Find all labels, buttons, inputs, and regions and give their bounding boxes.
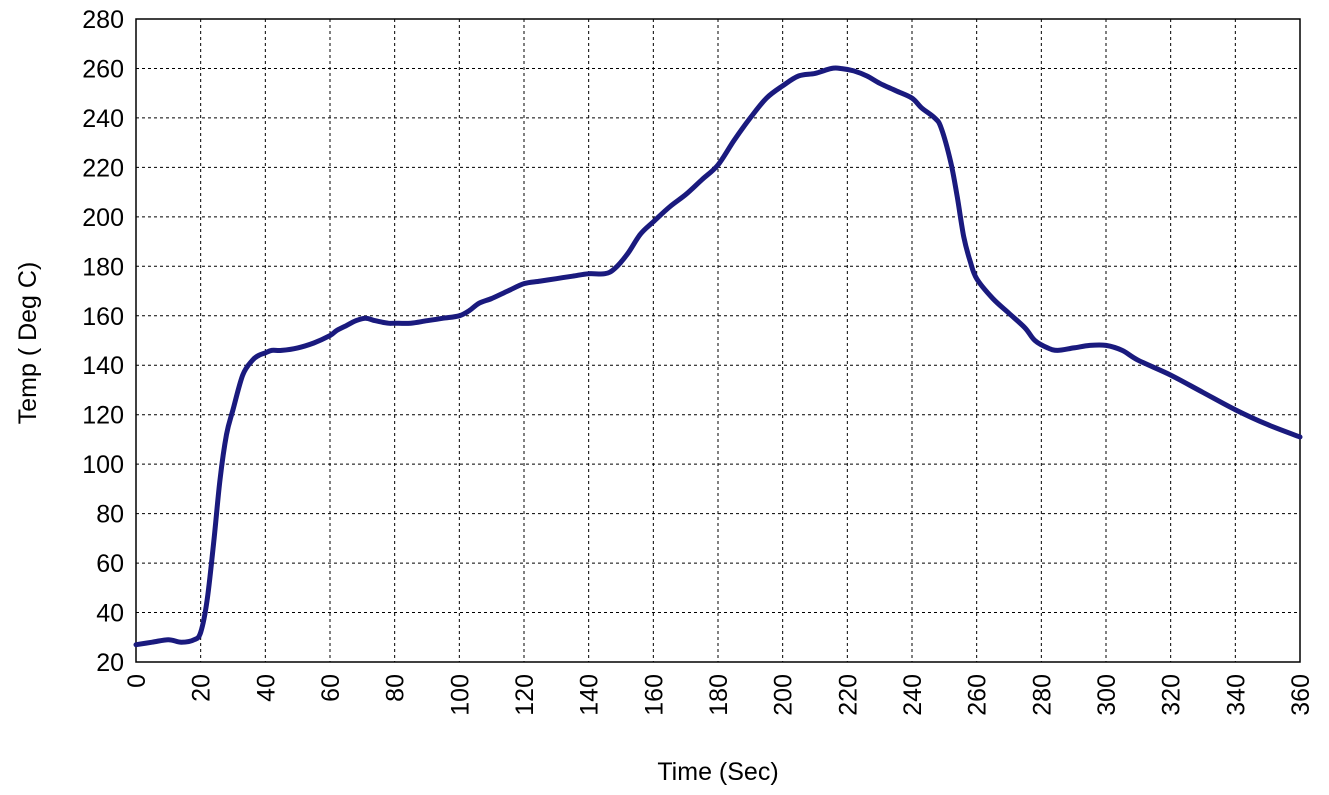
x-tick-label: 260: [964, 674, 992, 716]
x-tick-label: 280: [1028, 674, 1056, 716]
y-tick-label: 100: [82, 451, 124, 479]
x-tick-label: 300: [1093, 674, 1121, 716]
y-tick-label: 280: [82, 6, 124, 34]
x-tick-label: 60: [317, 674, 345, 702]
plot-frame: [135, 18, 1301, 663]
x-tick-label: 140: [576, 674, 604, 716]
y-tick-label: 180: [82, 253, 124, 281]
x-tick-label: 20: [188, 674, 216, 702]
y-tick-label: 80: [96, 501, 124, 529]
x-tick-label: 320: [1158, 674, 1186, 716]
grid-layer: [136, 19, 1300, 662]
x-tick-label: 0: [123, 674, 151, 688]
series-layer: [133, 65, 1303, 648]
x-tick-label: 200: [770, 674, 798, 716]
x-tick-label: 240: [899, 674, 927, 716]
x-tick-label: 340: [1222, 674, 1250, 716]
y-tick-label: 220: [82, 154, 124, 182]
y-tick-label: 20: [96, 649, 124, 677]
y-tick-label: 140: [82, 352, 124, 380]
plot-frame-layer: [135, 18, 1301, 663]
x-tick-label: 100: [446, 674, 474, 716]
x-tick-label: 160: [640, 674, 668, 716]
x-tick-label: 360: [1287, 674, 1315, 716]
x-tick-label: 40: [252, 674, 280, 702]
x-axis-label: Time (Sec): [657, 758, 778, 786]
x-tick-label: 120: [511, 674, 539, 716]
y-tick-label: 240: [82, 105, 124, 133]
x-tick-label: 180: [705, 674, 733, 716]
x-axis-ticks: 0 20 40 60 80 100 120 140 160 180 200 220 240 260 280 3…: [123, 674, 1315, 716]
y-axis-ticks: 20 40 60 80 100 120 140 160 180 200 220 240 260 280: [82, 6, 124, 677]
y-tick-label: 60: [96, 550, 124, 578]
y-tick-label: 160: [82, 303, 124, 331]
y-axis-label: Temp ( Deg C): [14, 262, 42, 425]
x-tick-label: 80: [382, 674, 410, 702]
temperature-series-line: [133, 65, 1303, 648]
y-tick-label: 120: [82, 402, 124, 430]
x-tick-label: 220: [834, 674, 862, 716]
y-tick-label: 40: [96, 600, 124, 628]
y-tick-label: 200: [82, 204, 124, 232]
y-tick-label: 260: [82, 55, 124, 83]
